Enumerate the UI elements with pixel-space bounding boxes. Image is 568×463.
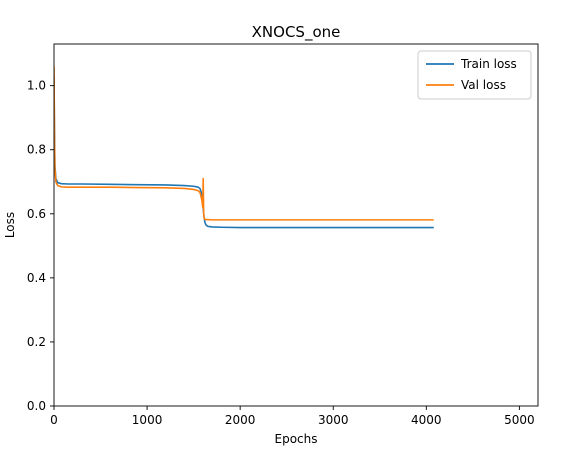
x-tick-label: 0: [50, 413, 58, 427]
legend-label-train-loss: Train loss: [460, 57, 517, 71]
y-axis-label: Loss: [3, 212, 17, 238]
x-axis-ticks: 0 1000 2000 3000 4000 5000: [50, 406, 535, 427]
x-tick-label: 2000: [225, 413, 256, 427]
x-tick-label: 4000: [411, 413, 442, 427]
plot-frame: [53, 43, 539, 407]
series-line-val-loss: [54, 66, 434, 221]
y-tick-label: 0.4: [27, 271, 46, 285]
x-tick-label: 1000: [132, 413, 163, 427]
y-axis-ticks: 0.0 0.2 0.4 0.6 0.8 1.0: [27, 79, 54, 413]
y-tick-label: 0.6: [27, 207, 46, 221]
x-tick-label: 5000: [504, 413, 535, 427]
legend: Train loss Val loss: [417, 50, 532, 100]
y-tick-label: 0.2: [27, 335, 46, 349]
plot-area: [53, 43, 539, 407]
x-axis-label: Epochs: [275, 432, 318, 446]
x-tick-label: 3000: [318, 413, 349, 427]
y-tick-label: 0.8: [27, 143, 46, 157]
legend-box: [417, 50, 532, 100]
chart-title: XNOCS_one: [252, 23, 341, 42]
y-tick-label: 1.0: [27, 79, 46, 93]
legend-label-val-loss: Val loss: [461, 78, 506, 92]
series-line-train-loss: [54, 76, 434, 229]
y-tick-label: 0.0: [27, 399, 46, 413]
